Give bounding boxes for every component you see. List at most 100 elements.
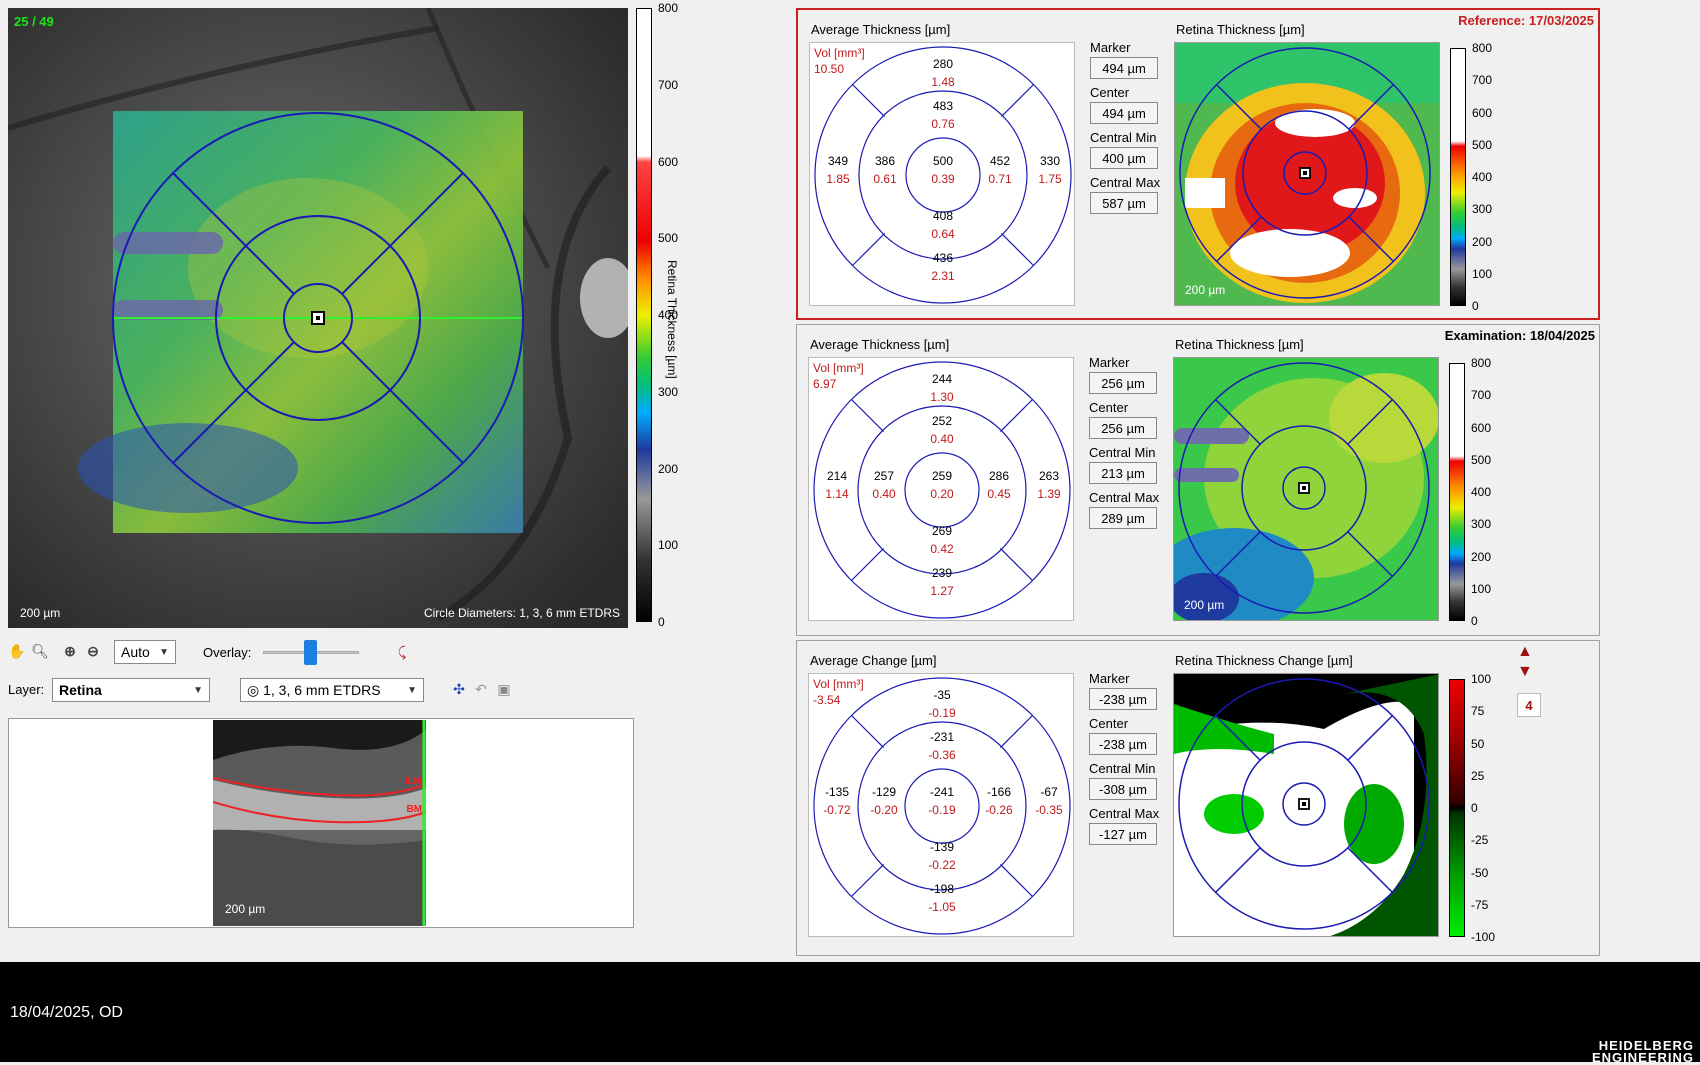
map-colorbar-tick: 25 (1471, 768, 1485, 783)
sector-inner-top: 483 0.76 (920, 99, 966, 131)
map-colorbar-tick: 300 (1471, 517, 1492, 532)
right-title: Retina Thickness [µm] (1176, 22, 1305, 37)
sector-thickness: 436 (932, 251, 954, 265)
pointer-tool-icon[interactable]: ⤹ (397, 643, 407, 660)
sector-outer-right: -67 -0.35 (1026, 785, 1072, 817)
sector-volume: 0.64 (931, 227, 955, 241)
scan-counter: 25 / 49 (14, 14, 54, 29)
oct-scale-bar: 200 µm (225, 902, 266, 916)
sector-thickness: 408 (932, 209, 954, 223)
sector-volume: 0.45 (987, 487, 1011, 501)
metric-label: Central Max (1089, 490, 1160, 505)
layer-select[interactable]: Retina ▼ (52, 678, 210, 702)
sector-inner-top: 252 0.40 (919, 414, 965, 446)
colorbar-tick-label: 300 (658, 384, 679, 399)
zoom-in-icon[interactable]: ⊕ (64, 642, 76, 659)
map-colorbar-tick: 500 (1471, 452, 1492, 467)
map-colorbar-tick: 75 (1471, 704, 1485, 719)
magnifier-icon[interactable]: 🔍︎ (31, 642, 49, 659)
oct-bscan-image[interactable]: ILM BM 200 µm (213, 720, 426, 926)
sector-volume: -0.36 (928, 748, 956, 762)
metric-label: Central Max (1089, 806, 1160, 821)
sector-outer-right: 263 1.39 (1026, 469, 1072, 501)
map-colorbar (1450, 48, 1466, 306)
metric-label: Marker (1090, 40, 1131, 55)
metric-label: Central Min (1089, 761, 1156, 776)
panel-examination: Average Thickness [µm] Retina Thickness [… (796, 324, 1600, 636)
map-colorbar-tick: 50 (1471, 736, 1485, 751)
etdrs-grid-lines (813, 361, 1071, 619)
map-image (1174, 358, 1438, 620)
metric-label: Central Min (1089, 445, 1156, 460)
volume-label: Vol [mm³] (814, 46, 865, 60)
sector-inner-right: -166 -0.26 (976, 785, 1022, 817)
panel-change: Average Change [µm] Retina Thickness Chan… (796, 640, 1600, 956)
target-icon: ◎ (247, 681, 264, 698)
scale-down-arrow-icon[interactable]: ▼ (1517, 663, 1533, 680)
metric-value: 494 µm (1090, 102, 1158, 124)
footer-bar: 18/04/2025, OD HEIDELBERG ENGINEERING (0, 962, 1700, 1064)
etdrs-grid-lines (813, 677, 1071, 935)
sector-volume: 0.71 (988, 172, 1012, 186)
etdrs-grid[interactable]: Vol [mm³] 6.97 244 1.30 252 0.40 214 1.14 257 0.4… (808, 357, 1074, 621)
sector-outer-top: 280 1.48 (920, 57, 966, 89)
colorbar-title: Retina Thickness [µm] (665, 260, 679, 379)
metric-label: Center (1089, 400, 1129, 415)
fundus-thickness-map[interactable]: 25 / 49 200 µm Circle Diameters: 1, 3, 6… (8, 8, 628, 628)
volume-value: 10.50 (814, 62, 845, 76)
right-title: Retina Thickness [µm] (1175, 337, 1304, 352)
etdrs-grid[interactable]: Vol [mm³] -3.54 -35 -0.19 -231 -0.36 -135 -0.72… (808, 673, 1074, 937)
map-colorbar (1449, 679, 1465, 937)
map-colorbar-tick: 400 (1472, 170, 1493, 184)
metric-value: 289 µm (1089, 507, 1157, 529)
sector-volume: -0.22 (928, 858, 956, 872)
metric-value: -238 µm (1089, 688, 1157, 710)
colorbar-tick-label: 200 (658, 461, 679, 476)
sector-outer-top: -35 -0.19 (919, 688, 965, 720)
chevron-down-icon: ▼ (193, 684, 203, 696)
thickness-map[interactable]: 200 µm (1173, 673, 1439, 937)
sector-thickness: 452 (989, 154, 1011, 168)
sector-volume: 0.42 (930, 542, 954, 556)
grid-select[interactable]: ◎ 1, 3, 6 mm ETDRS ▼ (240, 678, 424, 702)
sector-volume: 0.61 (873, 172, 897, 186)
colorbar-tick-label: 500 (658, 231, 679, 246)
sector-volume: 1.75 (1038, 172, 1062, 186)
sector-volume: 1.85 (826, 172, 850, 186)
metric-label: Center (1089, 716, 1129, 731)
hand-icon[interactable]: ✋ (8, 642, 26, 659)
left-title: Average Thickness [µm] (811, 22, 951, 37)
metric-value: 587 µm (1090, 192, 1158, 214)
grid-select-value: 1, 3, 6 mm ETDRS (263, 681, 381, 698)
thickness-map[interactable]: 200 µm (1174, 42, 1440, 306)
colorbar-tick-label: 0 (658, 615, 665, 629)
zoom-select-value: Auto (121, 644, 150, 660)
metric-label: Center (1090, 85, 1130, 100)
sector-thickness: -35 (933, 688, 951, 702)
sector-volume: 0.39 (931, 172, 955, 186)
center-grid-icon[interactable]: ✣ (453, 680, 465, 697)
scale-step-value[interactable]: 4 (1517, 693, 1541, 717)
overlay-slider-thumb[interactable] (304, 640, 317, 665)
thickness-map[interactable]: 200 µm (1173, 357, 1439, 621)
sector-outer-left: 214 1.14 (814, 469, 860, 501)
sector-volume: -0.19 (928, 706, 956, 720)
sector-thickness: 257 (873, 469, 895, 483)
save-icon[interactable]: ▣ (497, 680, 511, 697)
sector-thickness: 286 (988, 469, 1010, 483)
sector-volume: 0.76 (931, 117, 955, 131)
left-title: Average Thickness [µm] (810, 337, 950, 352)
undo-icon[interactable]: ↶ (475, 680, 487, 697)
sector-volume: 0.20 (930, 487, 954, 501)
zoom-select[interactable]: Auto ▼ (114, 640, 176, 664)
zoom-out-icon[interactable]: ⊖ (87, 642, 99, 659)
etdrs-grid[interactable]: Vol [mm³] 10.50 280 1.48 483 0.76 349 1.85 386 0.… (809, 42, 1075, 306)
sector-inner-bottom: -139 -0.22 (919, 840, 965, 872)
scale-up-arrow-icon[interactable]: ▲ (1517, 643, 1533, 660)
volume-label: Vol [mm³] (813, 677, 864, 691)
sector-volume: -1.05 (928, 900, 956, 914)
map-colorbar-tick: 0 (1471, 801, 1478, 815)
heidelberg-logo: HEIDELBERG ENGINEERING (1592, 1039, 1694, 1064)
map-scale-bar: 200 µm (1184, 914, 1225, 928)
map-colorbar-tick: 800 (1472, 41, 1493, 55)
